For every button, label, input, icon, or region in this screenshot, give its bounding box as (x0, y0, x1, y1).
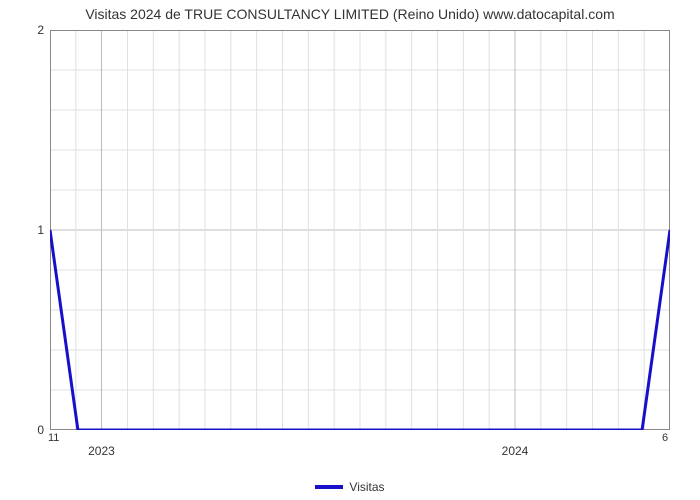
x-tick-label: 2024 (485, 444, 545, 458)
plot-area (50, 30, 670, 430)
legend: Visitas (0, 480, 700, 494)
chart-title: Visitas 2024 de TRUE CONSULTANCY LIMITED… (0, 6, 700, 22)
legend-swatch (315, 485, 343, 489)
legend-label: Visitas (349, 480, 384, 494)
chart-container: Visitas 2024 de TRUE CONSULTANCY LIMITED… (0, 0, 700, 500)
corner-label-bottom-right: 6 (662, 432, 668, 444)
y-tick-label: 0 (20, 423, 44, 437)
y-tick-label: 2 (20, 23, 44, 37)
x-tick-label: 2023 (71, 444, 131, 458)
y-tick-label: 1 (20, 223, 44, 237)
corner-label-bottom-left: 11 (48, 432, 59, 444)
